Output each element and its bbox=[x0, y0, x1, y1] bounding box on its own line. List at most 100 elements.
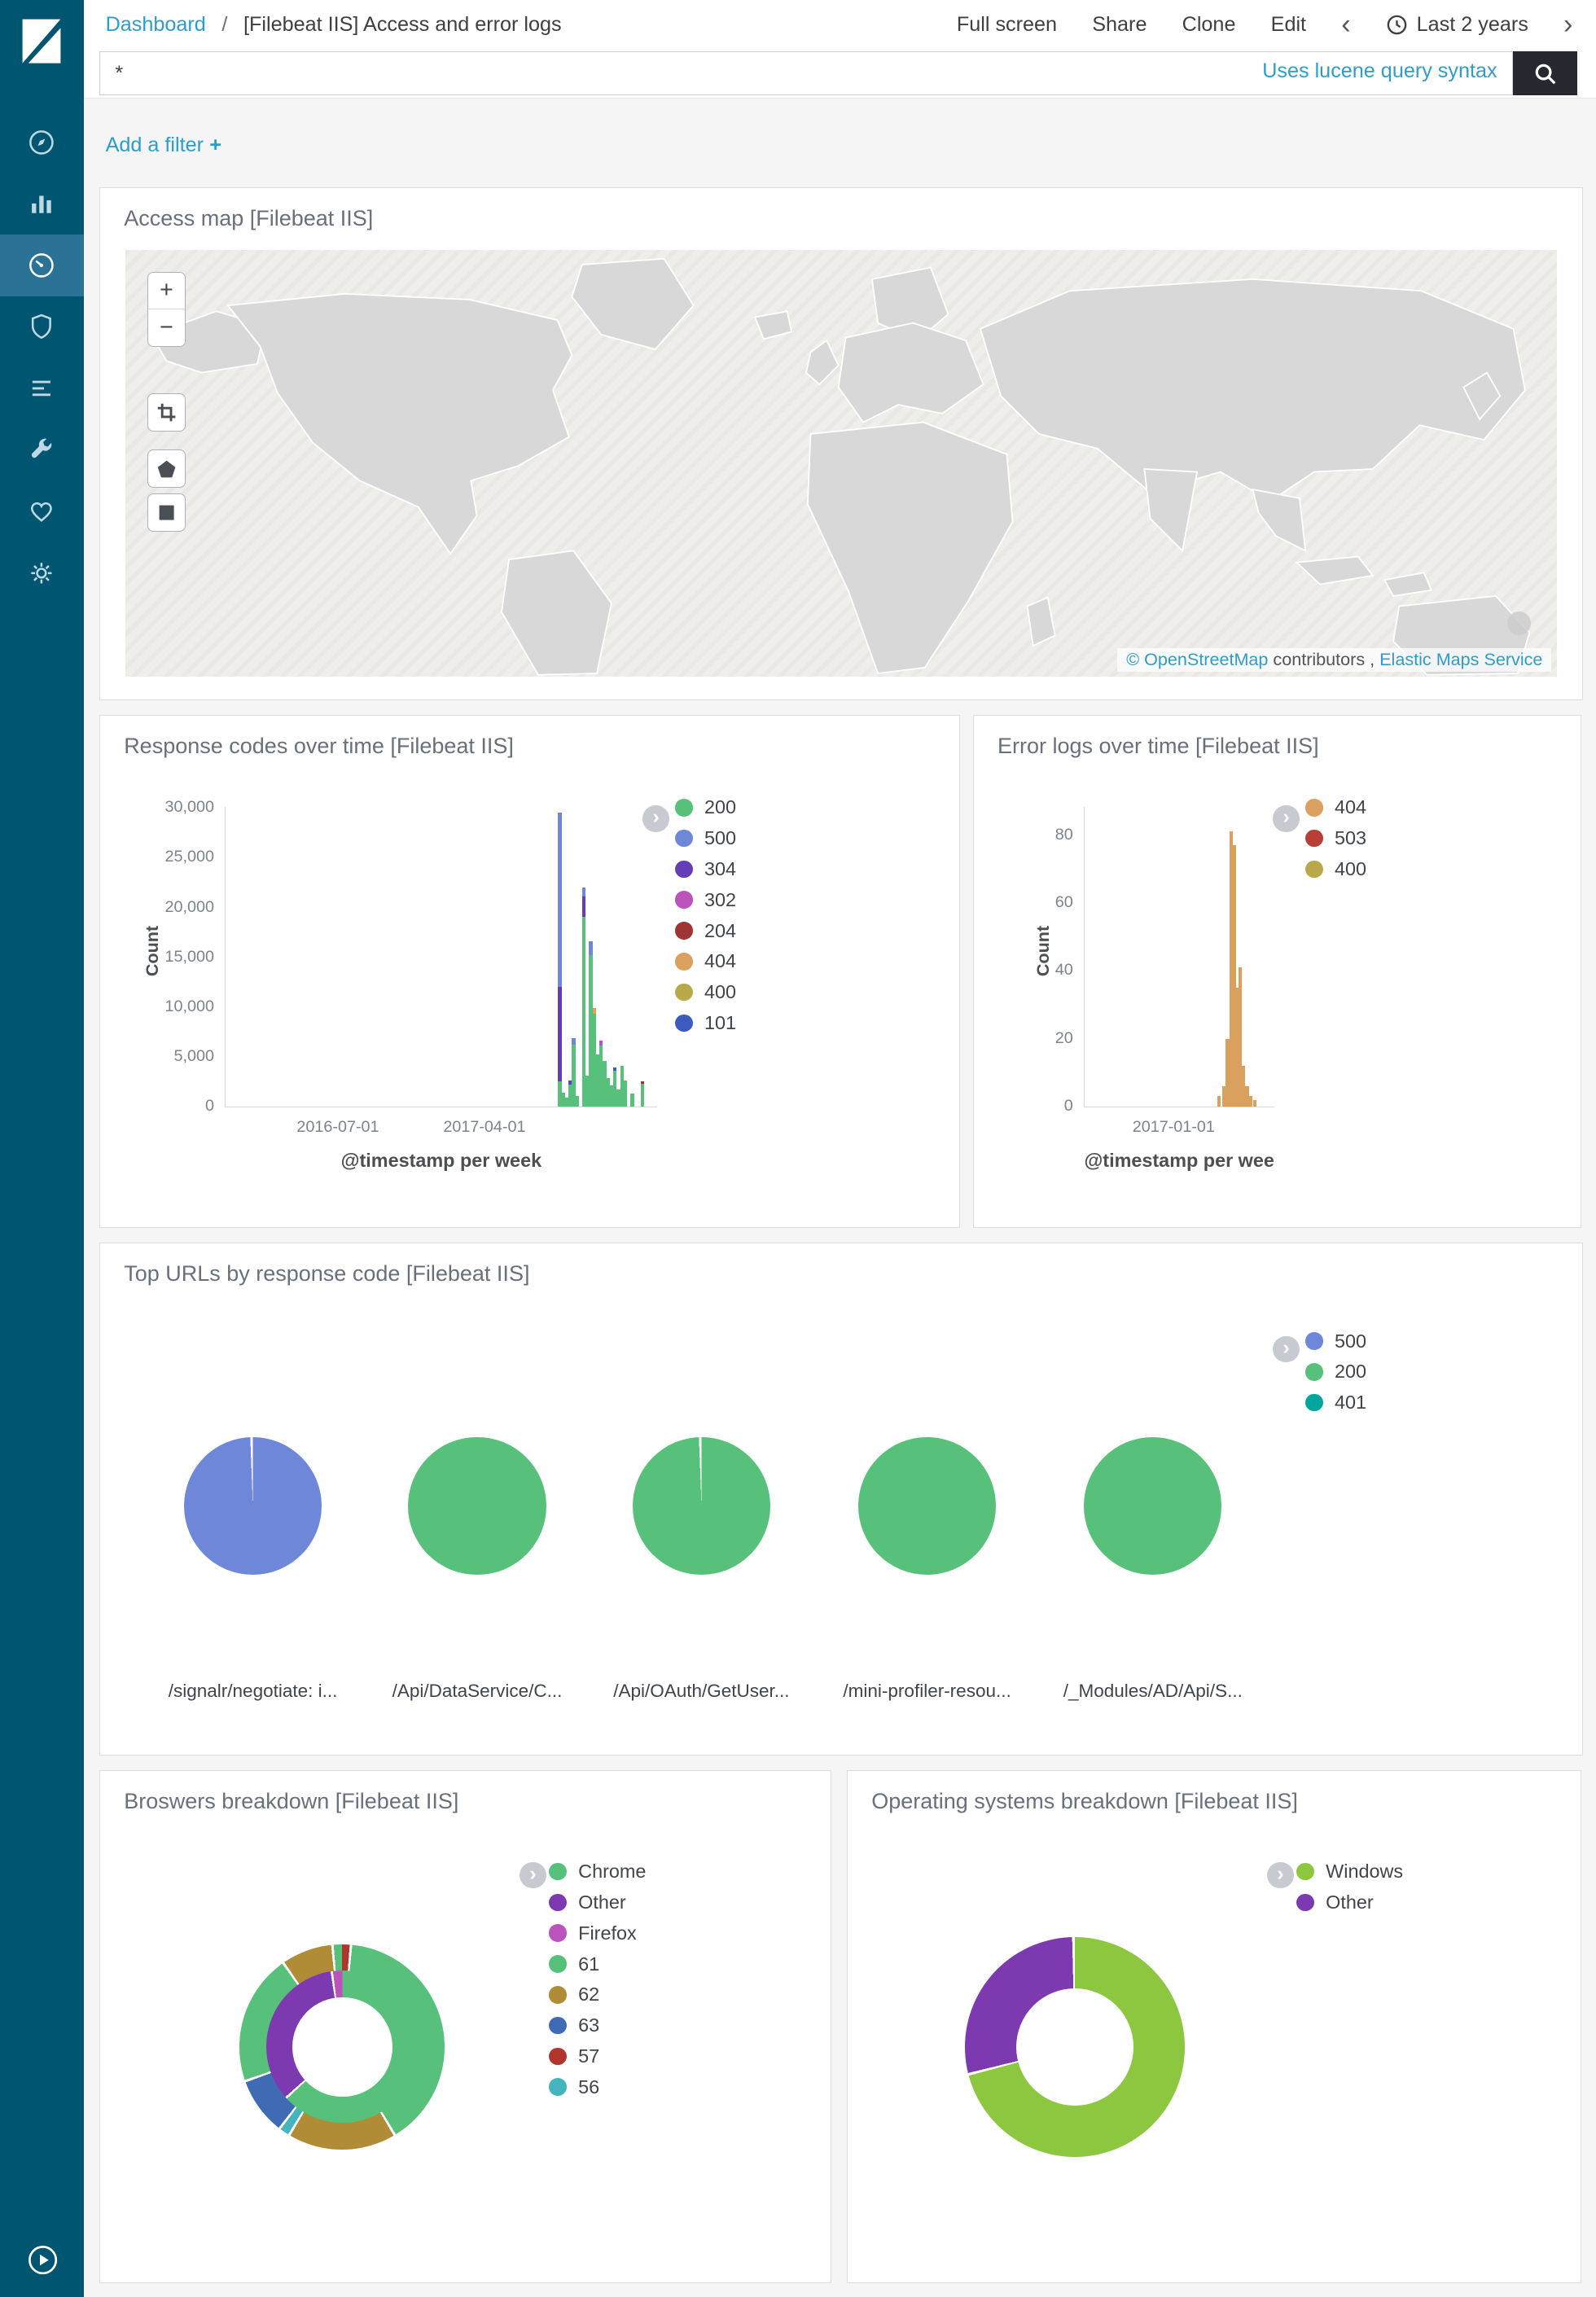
bar-segment[interactable] bbox=[581, 917, 586, 1107]
bar-segment[interactable] bbox=[581, 896, 586, 918]
lucene-syntax-link[interactable]: Uses lucene query syntax bbox=[1262, 59, 1497, 84]
openstreetmap-link[interactable]: © OpenStreetMap bbox=[1126, 649, 1269, 670]
sidebar-item-timelion[interactable] bbox=[0, 357, 84, 419]
map-attribution-toggle-icon[interactable] bbox=[1507, 612, 1531, 636]
bar-segment[interactable] bbox=[609, 1085, 614, 1107]
legend-item[interactable]: 204 bbox=[674, 915, 736, 946]
sidebar-item-management[interactable] bbox=[0, 542, 84, 604]
bar-segment[interactable] bbox=[558, 1081, 562, 1107]
bar-segment[interactable] bbox=[613, 1067, 617, 1071]
bar-segment[interactable] bbox=[568, 1081, 572, 1085]
legend-toggle-icon[interactable] bbox=[1273, 1335, 1300, 1363]
sidebar-item-apm[interactable] bbox=[0, 296, 84, 358]
pie-chart[interactable] bbox=[857, 1436, 997, 1576]
sidebar-item-monitoring[interactable] bbox=[0, 480, 84, 542]
bar-segment[interactable] bbox=[572, 1045, 576, 1107]
legend-item[interactable]: Other bbox=[1296, 1887, 1403, 1918]
legend-item[interactable]: 200 bbox=[1304, 1357, 1366, 1387]
world-map[interactable]: + − bbox=[125, 249, 1558, 677]
legend-item[interactable]: 404 bbox=[1304, 792, 1366, 823]
legend-item[interactable]: 401 bbox=[1304, 1387, 1366, 1418]
legend-toggle-icon[interactable] bbox=[642, 805, 669, 832]
legend-item[interactable]: 61 bbox=[549, 1949, 646, 1979]
sidebar-item-dashboard[interactable] bbox=[0, 234, 84, 296]
map-crop-tool-button[interactable] bbox=[147, 393, 186, 432]
add-filter-link[interactable]: Add a filter + bbox=[106, 134, 221, 156]
share-button[interactable]: Share bbox=[1092, 13, 1147, 37]
bar-segment[interactable] bbox=[623, 1081, 628, 1107]
bar-segment[interactable] bbox=[1232, 844, 1236, 1107]
bar-segment[interactable] bbox=[589, 954, 593, 1107]
search-button[interactable] bbox=[1512, 51, 1577, 96]
bar-segment[interactable] bbox=[589, 940, 593, 955]
bar-segment[interactable] bbox=[581, 887, 586, 896]
sidebar-collapse-button[interactable] bbox=[25, 2242, 60, 2277]
bar-segment[interactable] bbox=[575, 1095, 579, 1107]
bar-segment[interactable] bbox=[1229, 831, 1234, 1107]
bar-segment[interactable] bbox=[1238, 967, 1243, 1107]
legend-toggle-icon[interactable] bbox=[1273, 805, 1300, 832]
time-back-icon[interactable]: ‹ bbox=[1341, 9, 1351, 41]
bar-segment[interactable] bbox=[568, 1085, 572, 1107]
legend-item[interactable]: 500 bbox=[674, 823, 736, 854]
pie-chart[interactable] bbox=[632, 1436, 770, 1576]
pie-chart[interactable] bbox=[183, 1436, 322, 1576]
bar-segment[interactable] bbox=[572, 1037, 576, 1045]
bar-segment[interactable] bbox=[564, 1097, 569, 1107]
map-zoom-out-button[interactable]: − bbox=[147, 309, 185, 346]
legend-item[interactable]: Windows bbox=[1296, 1856, 1403, 1887]
bar-segment[interactable] bbox=[599, 1041, 603, 1046]
edit-button[interactable]: Edit bbox=[1270, 13, 1307, 37]
sidebar-item-discover[interactable] bbox=[0, 112, 84, 173]
time-picker[interactable]: Last 2 years bbox=[1386, 13, 1528, 37]
legend-item[interactable]: 503 bbox=[1304, 823, 1366, 854]
legend-item[interactable]: Other bbox=[549, 1887, 646, 1918]
map-polygon-tool-button[interactable] bbox=[147, 449, 186, 488]
map-rectangle-tool-button[interactable] bbox=[147, 493, 186, 532]
sidebar-item-dev-tools[interactable] bbox=[0, 419, 84, 481]
bar-segment[interactable] bbox=[1226, 1038, 1230, 1107]
bar-segment[interactable] bbox=[592, 1007, 596, 1015]
map-zoom-in-button[interactable]: + bbox=[147, 272, 185, 309]
bar-segment[interactable] bbox=[1253, 1099, 1257, 1107]
bar-segment[interactable] bbox=[606, 1077, 610, 1107]
bar-segment[interactable] bbox=[616, 1089, 620, 1107]
pie-chart[interactable] bbox=[1084, 1436, 1222, 1576]
bar-segment[interactable] bbox=[640, 1083, 645, 1107]
legend-item[interactable]: 400 bbox=[1304, 854, 1366, 885]
elastic-maps-service-link[interactable]: Elastic Maps Service bbox=[1379, 649, 1543, 670]
legend-item[interactable]: 57 bbox=[549, 2041, 646, 2072]
bar-segment[interactable] bbox=[1234, 987, 1239, 1107]
bar-segment[interactable] bbox=[1217, 1096, 1221, 1107]
legend-item[interactable]: 404 bbox=[674, 946, 736, 977]
legend-item[interactable]: 63 bbox=[549, 2010, 646, 2041]
bar-segment[interactable] bbox=[558, 812, 562, 988]
legend-item[interactable]: 101 bbox=[674, 1008, 736, 1039]
legend-item[interactable]: Firefox bbox=[549, 1918, 646, 1949]
clone-button[interactable]: Clone bbox=[1182, 13, 1236, 37]
bar-segment[interactable] bbox=[595, 1054, 600, 1107]
bar-segment[interactable] bbox=[1242, 1065, 1246, 1107]
sidebar-item-visualize[interactable] bbox=[0, 173, 84, 235]
pie-chart[interactable] bbox=[408, 1436, 546, 1576]
bar-segment[interactable] bbox=[1245, 1085, 1249, 1107]
legend-item[interactable]: 200 bbox=[674, 792, 736, 823]
legend-item[interactable]: 500 bbox=[1304, 1326, 1366, 1357]
legend-item[interactable]: 304 bbox=[674, 854, 736, 885]
time-forward-icon[interactable]: › bbox=[1563, 9, 1573, 41]
legend-item[interactable]: 62 bbox=[549, 1979, 646, 2010]
breadcrumb-dashboard-link[interactable]: Dashboard bbox=[105, 13, 206, 37]
bar-segment[interactable] bbox=[630, 1094, 634, 1107]
bar-segment[interactable] bbox=[561, 1092, 565, 1107]
bar-segment[interactable] bbox=[1248, 1096, 1252, 1107]
legend-toggle-icon[interactable] bbox=[520, 1861, 546, 1889]
full-screen-button[interactable]: Full screen bbox=[956, 13, 1058, 37]
bar-segment[interactable] bbox=[592, 1014, 596, 1107]
legend-item[interactable]: 400 bbox=[674, 977, 736, 1008]
legend-item[interactable]: 56 bbox=[549, 2071, 646, 2102]
legend-item[interactable]: Chrome bbox=[549, 1856, 646, 1887]
bar-segment[interactable] bbox=[603, 1060, 607, 1107]
bar-segment[interactable] bbox=[613, 1070, 617, 1107]
bar-segment[interactable] bbox=[620, 1065, 624, 1107]
bar-segment[interactable] bbox=[1221, 1085, 1226, 1107]
